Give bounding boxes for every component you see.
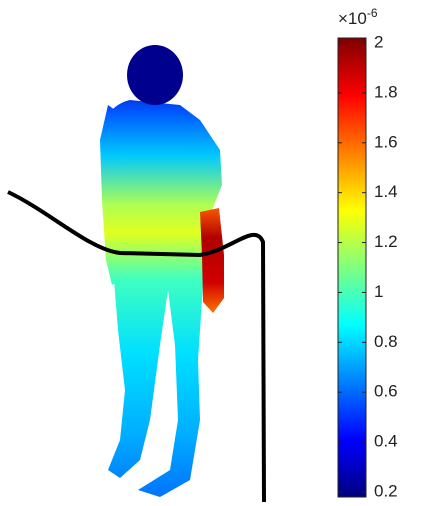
tick-label: 0.6 [374, 382, 398, 401]
right-forearm [200, 208, 224, 313]
multiplier-exponent: -6 [367, 6, 378, 20]
cable [7, 190, 266, 503]
tick-label: 0.4 [374, 432, 398, 451]
tick-label: 1 [374, 282, 383, 301]
tick-label: 1.6 [374, 132, 398, 151]
tick-label: 0.2 [374, 481, 398, 500]
colorbar-multiplier: ×10-6 [338, 6, 378, 28]
body-mesh [100, 45, 224, 497]
tick-label: 1.4 [374, 182, 398, 201]
tick-label: 2 [374, 32, 383, 51]
tick-label: 1.8 [374, 82, 398, 101]
tick-label: 1.2 [374, 232, 398, 251]
multiplier-base: ×10 [338, 9, 367, 28]
body [103, 100, 222, 497]
tick-label: 0.8 [374, 332, 398, 351]
colorbar: 0.2 0.4 0.6 0.8 1 1.2 1.4 1.6 1.8 2 [337, 32, 398, 500]
colorbar-fill [337, 37, 367, 498]
left-arm [100, 105, 122, 285]
head [127, 45, 183, 105]
